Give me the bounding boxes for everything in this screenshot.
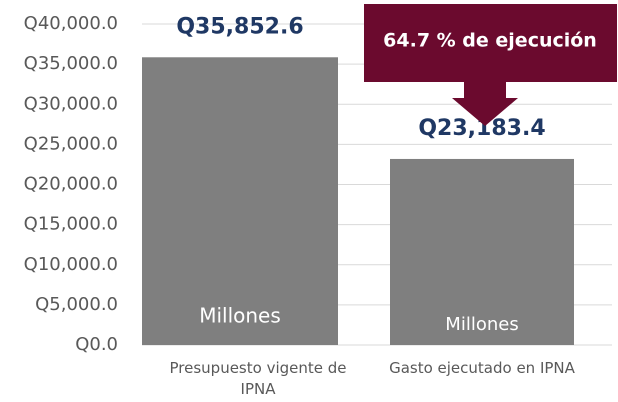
y-tick-label: Q40,000.0 [24, 13, 118, 34]
y-tick-label: Q25,000.0 [24, 133, 118, 154]
bar [142, 57, 338, 345]
y-tick-label: Q30,000.0 [24, 93, 118, 114]
x-tick-label: Gasto ejecutado en IPNA [389, 359, 575, 377]
bar-label: Millones [199, 304, 281, 328]
x-tick-label: Presupuesto vigente de IPNA [169, 359, 347, 398]
data-label: Q35,852.6 [176, 14, 303, 39]
y-tick-label: Q35,000.0 [24, 53, 118, 74]
y-tick-label: Q15,000.0 [24, 214, 118, 235]
y-tick-label: Q5,000.0 [35, 294, 118, 315]
bar-label: Millones [445, 314, 518, 335]
y-tick-label: Q20,000.0 [24, 174, 118, 195]
y-tick-label: Q0.0 [75, 334, 118, 355]
y-tick-label: Q10,000.0 [24, 254, 118, 275]
bar [390, 158, 574, 345]
callout [364, 4, 617, 126]
callout-text: 64.7 % de ejecución [383, 30, 597, 52]
